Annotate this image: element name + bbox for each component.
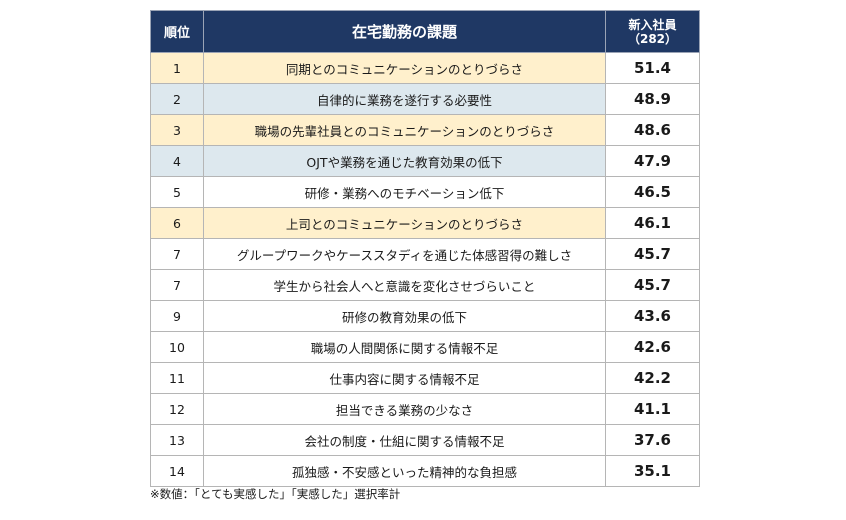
table-row: 1 同期とのコミュニケーションのとりづらさ 51.4 <box>150 52 700 84</box>
rank-cell: 1 <box>150 52 204 84</box>
issue-cell: OJTや業務を通じた教育効果の低下 <box>203 145 606 177</box>
table-row: 12 担当できる業務の少なさ 41.1 <box>150 393 700 425</box>
issue-cell: グループワークやケーススタディを通じた体感習得の難しさ <box>203 238 606 270</box>
issue-cell: 担当できる業務の少なさ <box>203 393 606 425</box>
rank-cell: 3 <box>150 114 204 146</box>
score-cell: 48.9 <box>605 83 700 115</box>
score-cell: 42.6 <box>605 331 700 363</box>
header-score-count: （282） <box>627 31 678 46</box>
header-issue: 在宅勤務の課題 <box>203 10 606 53</box>
table-row: 10 職場の人間関係に関する情報不足 42.6 <box>150 331 700 363</box>
score-cell: 46.5 <box>605 176 700 208</box>
table-row: 11 仕事内容に関する情報不足 42.2 <box>150 362 700 394</box>
table-row: 9 研修の教育効果の低下 43.6 <box>150 300 700 332</box>
score-cell: 43.6 <box>605 300 700 332</box>
table-row: 6 上司とのコミュニケーションのとりづらさ 46.1 <box>150 207 700 239</box>
footnote: ※数値：「とても実感した」「実感した」選択率計 <box>150 487 401 501</box>
score-cell: 35.1 <box>605 455 700 487</box>
rank-cell: 2 <box>150 83 204 115</box>
score-cell: 45.7 <box>605 238 700 270</box>
issue-cell: 会社の制度・仕組に関する情報不足 <box>203 424 606 456</box>
table-row: 14 孤独感・不安感といった精神的な負担感 35.1 <box>150 455 700 487</box>
issue-cell: 職場の人間関係に関する情報不足 <box>203 331 606 363</box>
issue-cell: 研修・業務へのモチベーション低下 <box>203 176 606 208</box>
table-body: 1 同期とのコミュニケーションのとりづらさ 51.4 2 自律的に業務を遂行する必要性 4… <box>150 52 700 487</box>
issue-cell: 学生から社会人へと意識を変化させづらいこと <box>203 269 606 301</box>
issue-cell: 仕事内容に関する情報不足 <box>203 362 606 394</box>
rank-cell: 9 <box>150 300 204 332</box>
score-cell: 47.9 <box>605 145 700 177</box>
rank-cell: 5 <box>150 176 204 208</box>
rank-cell: 6 <box>150 207 204 239</box>
score-cell: 51.4 <box>605 52 700 84</box>
rank-cell: 14 <box>150 455 204 487</box>
issue-cell: 上司とのコミュニケーションのとりづらさ <box>203 207 606 239</box>
table-row: 13 会社の制度・仕組に関する情報不足 37.6 <box>150 424 700 456</box>
score-cell: 46.1 <box>605 207 700 239</box>
ranking-table: 順位 在宅勤務の課題 新入社員 （282） 1 同期とのコミュニケーションのとりづ… <box>150 10 700 487</box>
rank-cell: 7 <box>150 238 204 270</box>
score-cell: 48.6 <box>605 114 700 146</box>
table-row: 7 グループワークやケーススタディを通じた体感習得の難しさ 45.7 <box>150 238 700 270</box>
issue-cell: 自律的に業務を遂行する必要性 <box>203 83 606 115</box>
rank-cell: 11 <box>150 362 204 394</box>
rank-cell: 12 <box>150 393 204 425</box>
score-cell: 41.1 <box>605 393 700 425</box>
score-cell: 45.7 <box>605 269 700 301</box>
table-row: 7 学生から社会人へと意識を変化させづらいこと 45.7 <box>150 269 700 301</box>
rank-cell: 7 <box>150 269 204 301</box>
header-score-label: 新入社員 <box>628 17 677 32</box>
table-header-row: 順位 在宅勤務の課題 新入社員 （282） <box>150 10 700 53</box>
issue-cell: 同期とのコミュニケーションのとりづらさ <box>203 52 606 84</box>
header-score: 新入社員 （282） <box>605 10 700 53</box>
score-cell: 42.2 <box>605 362 700 394</box>
rank-cell: 4 <box>150 145 204 177</box>
table-row: 3 職場の先輩社員とのコミュニケーションのとりづらさ 48.6 <box>150 114 700 146</box>
rank-cell: 13 <box>150 424 204 456</box>
rank-cell: 10 <box>150 331 204 363</box>
score-cell: 37.6 <box>605 424 700 456</box>
issue-cell: 研修の教育効果の低下 <box>203 300 606 332</box>
table-row: 5 研修・業務へのモチベーション低下 46.5 <box>150 176 700 208</box>
table-row: 2 自律的に業務を遂行する必要性 48.9 <box>150 83 700 115</box>
issue-cell: 孤独感・不安感といった精神的な負担感 <box>203 455 606 487</box>
issue-cell: 職場の先輩社員とのコミュニケーションのとりづらさ <box>203 114 606 146</box>
table-row: 4 OJTや業務を通じた教育効果の低下 47.9 <box>150 145 700 177</box>
header-rank: 順位 <box>150 10 204 53</box>
